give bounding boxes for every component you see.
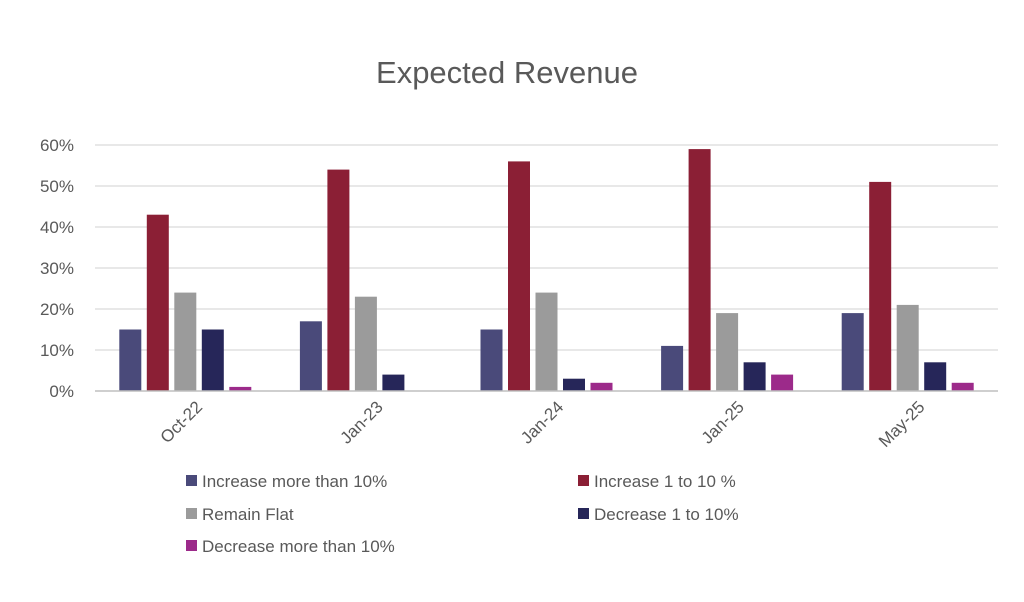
legend-item: Decrease more than 10%	[186, 537, 395, 556]
x-tick-label: Jan-23	[337, 397, 387, 447]
bar	[299, 321, 322, 391]
y-tick-label: 30%	[40, 259, 74, 278]
bar	[743, 362, 766, 391]
y-tick-label: 60%	[40, 136, 74, 155]
bar	[535, 292, 558, 391]
bar	[229, 386, 252, 391]
bar	[590, 382, 613, 391]
legend: Increase more than 10% Increase 1 to 10 %…	[186, 472, 739, 556]
legend-label: Remain Flat	[202, 505, 294, 524]
y-tick-label: 0%	[49, 382, 74, 401]
bar	[354, 296, 377, 391]
bar	[119, 329, 142, 391]
bar	[896, 304, 919, 391]
bar	[508, 161, 530, 391]
x-tick-label: Oct-22	[157, 397, 207, 447]
y-tick-label: 40%	[40, 218, 74, 237]
y-tick-label: 20%	[40, 300, 74, 319]
x-tick-label: Jan-24	[517, 397, 567, 447]
bar	[327, 169, 350, 391]
bar	[841, 313, 864, 391]
bar	[480, 329, 503, 391]
bars	[119, 149, 974, 391]
bar	[146, 214, 169, 391]
legend-item: Decrease 1 to 10%	[578, 505, 739, 524]
bar	[688, 149, 711, 391]
bar	[869, 181, 892, 391]
legend-item: Remain Flat	[186, 505, 294, 524]
legend-label: Decrease 1 to 10%	[594, 505, 739, 524]
x-tick-label: Jan-25	[698, 397, 748, 447]
legend-swatch	[578, 508, 589, 519]
legend-swatch	[186, 475, 197, 486]
bar	[951, 382, 974, 391]
y-tick-label: 10%	[40, 341, 74, 360]
legend-swatch	[186, 508, 197, 519]
bar	[771, 374, 794, 391]
bar	[563, 378, 585, 391]
y-tick-label: 50%	[40, 177, 74, 196]
bar	[201, 329, 224, 391]
y-axis-ticks: 0% 10% 20% 30% 40% 50% 60%	[40, 136, 74, 401]
bar	[924, 362, 947, 391]
x-tick-label: May-25	[875, 397, 929, 451]
legend-item: Increase more than 10%	[186, 472, 387, 491]
legend-label: Increase more than 10%	[202, 472, 387, 491]
legend-swatch	[578, 475, 589, 486]
bar	[382, 374, 405, 391]
bar	[661, 345, 684, 391]
bar	[174, 292, 197, 391]
chart-title: Expected Revenue	[376, 55, 638, 90]
legend-item: Increase 1 to 10 %	[578, 472, 736, 491]
bar	[716, 313, 739, 391]
legend-label: Decrease more than 10%	[202, 537, 395, 556]
legend-swatch	[186, 540, 197, 551]
legend-label: Increase 1 to 10 %	[594, 472, 736, 491]
x-axis-categories: Oct-22 Jan-23 Jan-24 Jan-25 May-25	[157, 397, 929, 451]
